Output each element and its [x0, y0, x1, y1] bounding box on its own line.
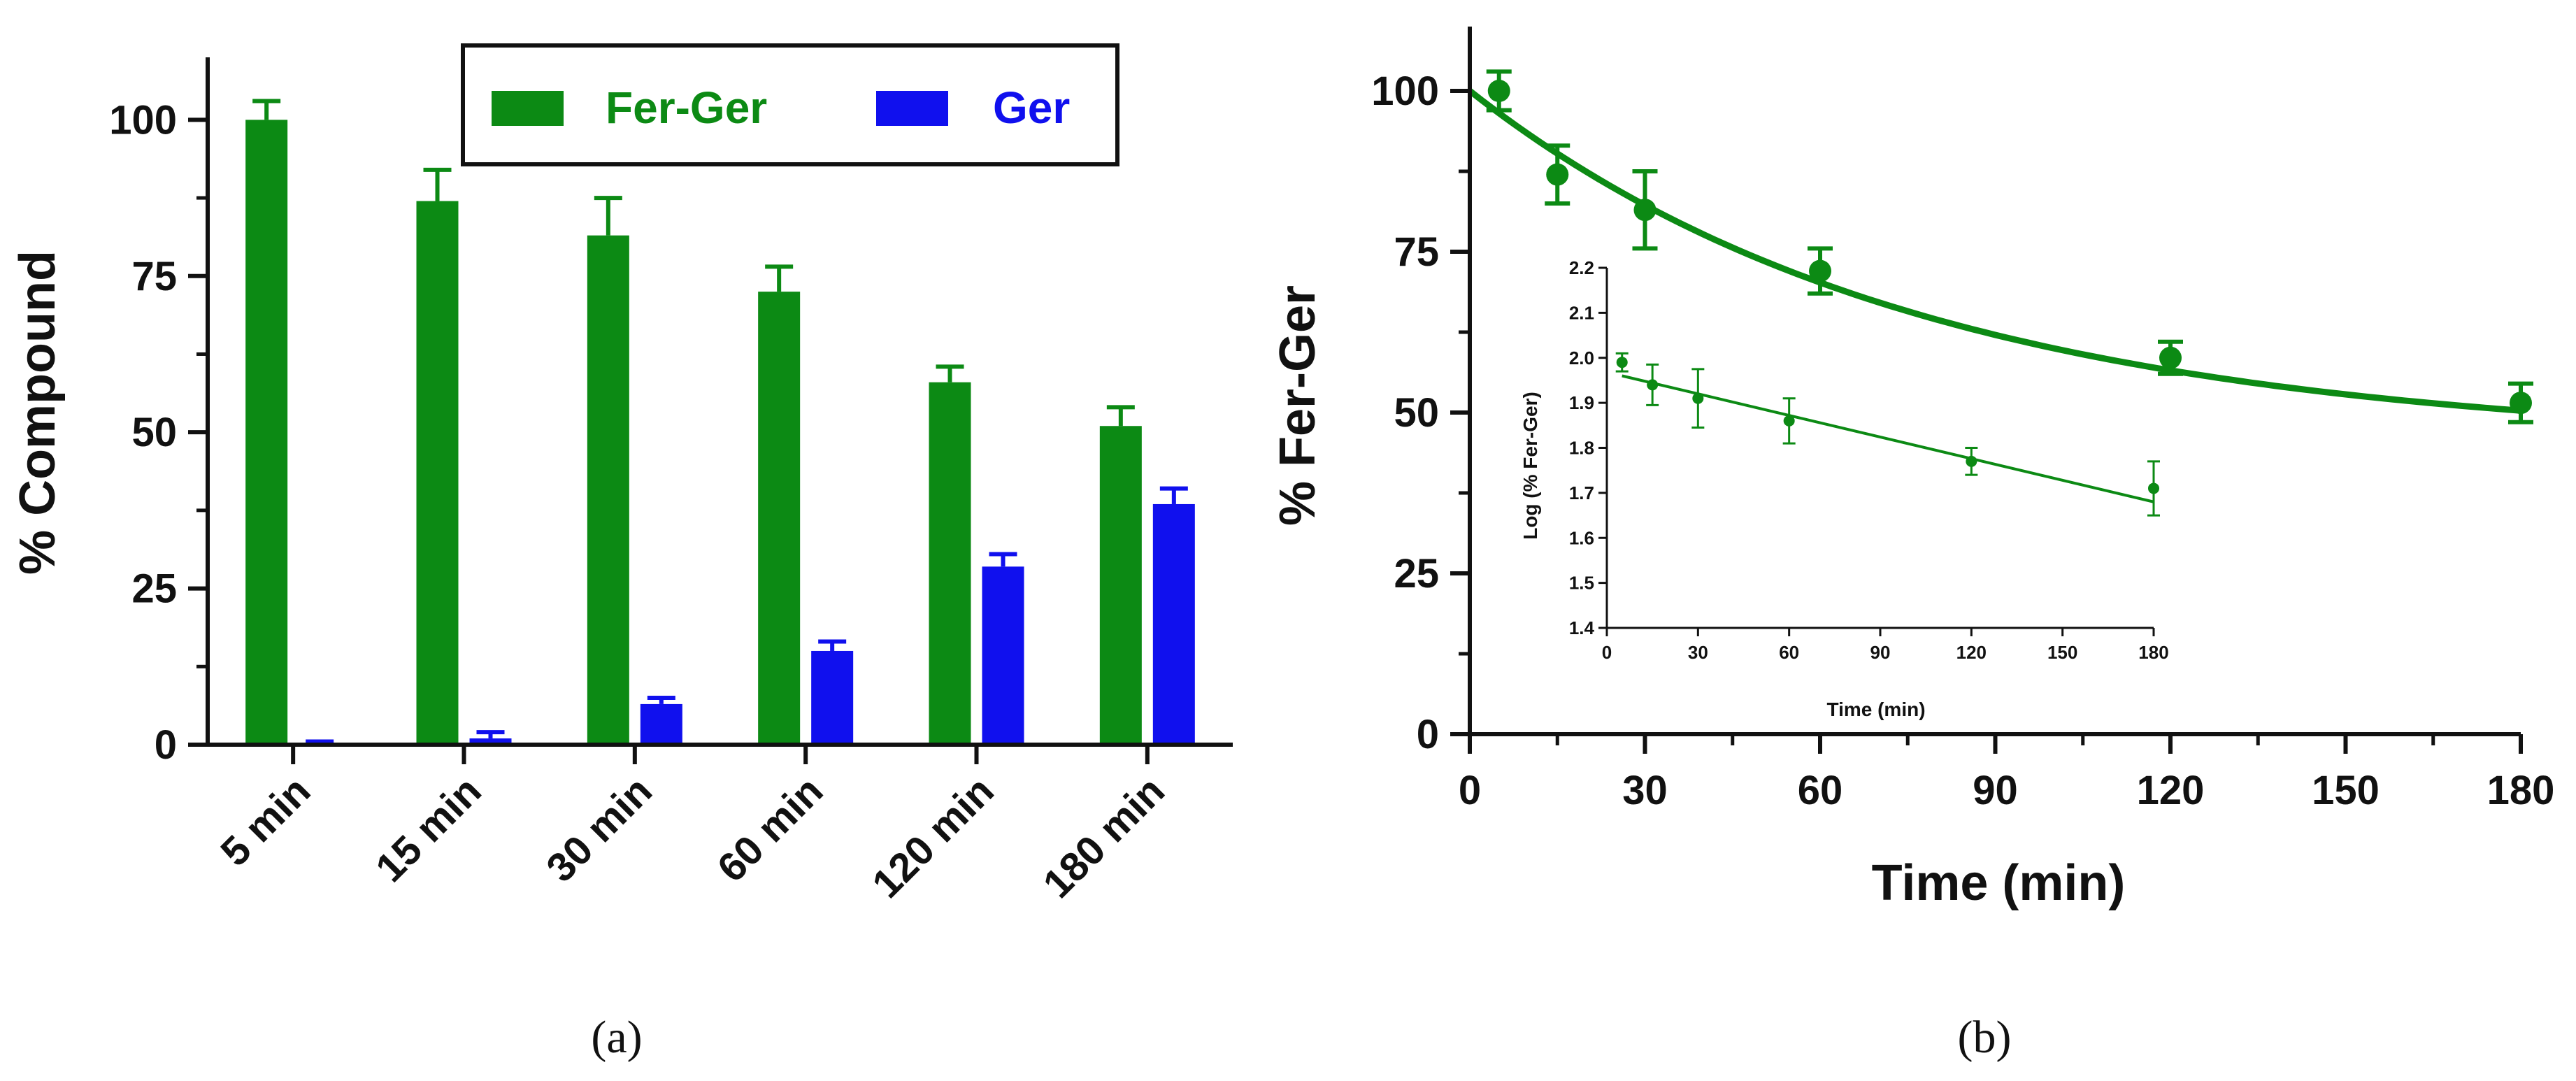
x-tick-label-a: 60 min	[708, 768, 831, 891]
bar-ger-1	[469, 738, 512, 745]
x-tick-label-b: 90	[1973, 768, 2018, 813]
panel-a-bar-chart: 0 25 50 75 100 5 min 15 min 30 min 60 min 120 min…	[10, 43, 1233, 1063]
y-tick-label-a: 0	[155, 722, 177, 768]
data-point-b-3	[1809, 259, 1831, 282]
inset-x-axis-title: Time (min)	[1826, 699, 1925, 720]
inset-fit-line-segment	[1622, 374, 2154, 503]
legend-label-ger: Ger	[993, 83, 1070, 133]
y-tick-label-a: 100	[109, 97, 177, 143]
inset-data-point-3	[1783, 415, 1795, 427]
inset-x-tick-label: 180	[2138, 642, 2168, 663]
panel-label-a: (a)	[591, 1012, 642, 1063]
bar-fer-ger-1	[416, 201, 459, 745]
y-tick-label-a: 75	[131, 254, 177, 299]
bar-fer-ger-5	[1099, 426, 1142, 745]
bars-group	[245, 99, 1195, 745]
inset-data-point-5	[2148, 482, 2159, 494]
data-point-b-5	[2510, 392, 2532, 415]
inset-y-tick-label: 1.5	[1569, 573, 1594, 594]
data-point-b-0	[1487, 80, 1510, 102]
inset-data-point-0	[1616, 357, 1628, 368]
y-tick-label-b: 75	[1394, 229, 1439, 275]
y-tick-label-b: 0	[1417, 712, 1439, 757]
legend-swatch-ger	[876, 91, 948, 126]
y-axis-title-a: % Compound	[10, 250, 66, 575]
inset-x-tick-label: 150	[2047, 642, 2077, 663]
bar-fer-ger-2	[587, 235, 629, 745]
inset-y-tick-label: 1.7	[1569, 482, 1594, 503]
bar-fer-ger-3	[758, 292, 801, 745]
data-point-b-1	[1546, 163, 1569, 186]
bar-ger-3	[811, 650, 854, 745]
legend-box	[461, 43, 1119, 166]
inset-y-tick-label: 1.6	[1569, 527, 1594, 548]
inset-fit-line	[1622, 374, 2154, 503]
x-tick-label-a: 15 min	[367, 768, 490, 891]
x-tick-label-b: 30	[1622, 768, 1668, 813]
y-tick-label-b: 25	[1394, 551, 1439, 596]
inset-y-tick-label: 2.2	[1569, 257, 1594, 278]
y-tick-label-a: 25	[131, 566, 177, 612]
legend-a: Fer-Ger Ger	[461, 43, 1119, 166]
inset-y-tick-label: 2.1	[1569, 302, 1594, 323]
inset-data-point-4	[1966, 455, 1977, 467]
inset-chart: 1.4 1.5 1.6 1.7 1.8 1.9 2.0 2.1 2.2 0 30 60 90 120 150…	[1519, 257, 2169, 720]
inset-x-tick-label: 30	[1688, 642, 1708, 663]
y-tick-label-b: 100	[1371, 69, 1439, 114]
y-tick-label-b: 50	[1394, 390, 1439, 436]
panel-label-b: (b)	[1958, 1012, 2012, 1063]
data-point-b-2	[1633, 199, 1656, 222]
x-tick-label-a: 30 min	[538, 768, 661, 891]
inset-data-point-2	[1692, 392, 1704, 404]
inset-x-tick-label: 120	[1956, 642, 1987, 663]
inset-data-point-1	[1647, 379, 1659, 391]
bar-fer-ger-0	[245, 120, 288, 745]
data-point-b-4	[2159, 346, 2182, 369]
bar-ger-4	[982, 566, 1024, 745]
axes-b: 0 25 50 75 100 0 30 60 90 120 150 180	[1371, 27, 2554, 813]
x-tick-label-b: 150	[2312, 768, 2380, 813]
inset-x-tick-label: 0	[1602, 642, 1612, 663]
x-tick-label-a: 180 min	[1034, 768, 1173, 907]
x-axis-title-b: Time (min)	[1872, 855, 2126, 911]
bar-fer-ger-4	[929, 382, 971, 745]
y-axis-title-b: % Fer-Ger	[1270, 285, 1326, 526]
legend-swatch-fer-ger	[492, 91, 564, 126]
bar-ger-5	[1152, 503, 1195, 745]
inset-axes: 1.4 1.5 1.6 1.7 1.8 1.9 2.0 2.1 2.2 0 30 60 90 120 150…	[1569, 257, 2169, 663]
x-tick-label-b: 0	[1459, 768, 1481, 813]
inset-y-tick-label: 1.8	[1569, 438, 1594, 459]
x-tick-label-a: 5 min	[212, 768, 319, 875]
inset-y-tick-label: 1.9	[1569, 392, 1594, 413]
inset-points-group	[1615, 352, 2160, 517]
x-tick-label-b: 180	[2487, 768, 2555, 813]
x-tick-label-b: 120	[2137, 768, 2205, 813]
bar-ger-2	[640, 703, 682, 745]
inset-x-tick-label: 90	[1870, 642, 1891, 663]
inset-y-tick-label: 2.0	[1569, 348, 1594, 368]
x-tick-label-a: 120 min	[864, 768, 1003, 907]
inset-y-tick-label: 1.4	[1569, 617, 1595, 638]
x-tick-label-b: 60	[1798, 768, 1843, 813]
points-group	[1486, 69, 2533, 424]
y-tick-label-a: 50	[131, 410, 177, 455]
legend-label-fer-ger: Fer-Ger	[606, 83, 767, 133]
inset-x-tick-label: 60	[1779, 642, 1799, 663]
inset-y-axis-title: Log (% Fer-Ger)	[1519, 392, 1541, 540]
panel-b-decay-chart: 0 25 50 75 100 0 30 60 90 120 150 180 % Fer-Ger Tim…	[1270, 27, 2554, 1063]
